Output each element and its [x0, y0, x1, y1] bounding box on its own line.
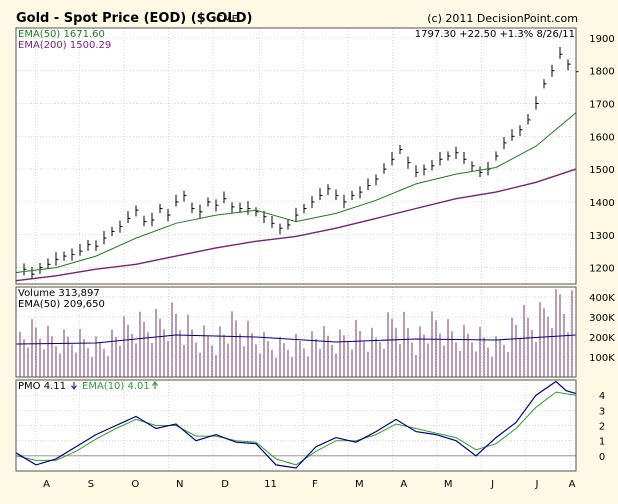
axis-labels: 1200 1300 1400 1500 1600 1700 1800 1900 100K 200K…: [43, 34, 615, 490]
x-month-label: J: [490, 479, 494, 490]
ema200-line: [15, 168, 577, 282]
panel-frame: [15, 27, 577, 285]
y-tick-label: 4: [599, 391, 605, 402]
pmo-panel: [15, 380, 577, 469]
x-month-label: F: [312, 479, 318, 490]
panel-frames: [15, 27, 577, 472]
legend-entry: EMA(50) 1671.60: [18, 29, 105, 40]
y-tick-label: 100K: [589, 353, 615, 364]
legend-entry: Volume 313,897: [18, 288, 100, 299]
panel-frame: [15, 379, 577, 472]
y-tick-label: 200K: [589, 333, 615, 344]
y-tick-label: 1: [599, 437, 605, 448]
y-tick-label: 0: [599, 452, 605, 463]
panel-background: [16, 28, 576, 284]
quote-label: 1797.30 +22.50 +1.3% 8/26/11: [415, 29, 575, 40]
y-tick-label: 1500: [589, 165, 614, 176]
x-month-label: A: [43, 479, 50, 490]
y-tick-label: 400K: [589, 293, 615, 304]
x-month-label: O: [131, 479, 139, 490]
y-tick-label: 300K: [589, 313, 615, 324]
volume-ema-line: [15, 334, 577, 345]
ema50-line: [15, 112, 577, 273]
y-tick-label: 1800: [589, 67, 614, 78]
x-month-label: M: [444, 479, 453, 490]
x-month-label: S: [88, 479, 94, 490]
x-month-label: D: [221, 479, 229, 490]
exchange-label: CME: [216, 14, 238, 25]
x-month-label: N: [176, 479, 183, 490]
grid-lines: [16, 28, 576, 471]
y-tick-label: 3: [599, 406, 605, 417]
panel-frame: [15, 286, 577, 378]
y-tick-label: 2: [599, 422, 605, 433]
up-arrow-icon: [152, 380, 158, 389]
volume-panel: [15, 289, 577, 377]
y-tick-label: 1300: [589, 231, 614, 242]
x-month-label: A: [569, 479, 576, 490]
copyright-label: (c) 2011 DecisionPoint.com: [427, 12, 578, 25]
legend-entry-pmo: PMO 4.11: [18, 381, 66, 392]
y-tick-label: 1200: [589, 264, 614, 275]
y-tick-label: 1900: [589, 34, 614, 45]
chart-title: Gold - Spot Price (EOD) ($GOLD): [16, 11, 252, 26]
pmo-line: [15, 380, 577, 469]
legend-entry: EMA(200) 1500.29: [18, 40, 111, 51]
x-month-label: A: [400, 479, 407, 490]
x-month-label: 11: [264, 479, 277, 490]
legend-entry-pmo-ema: EMA(10) 4.01: [82, 381, 150, 392]
pmo-ema-line: [15, 391, 577, 466]
price-panel: [15, 47, 579, 282]
y-tick-label: 1700: [589, 99, 614, 110]
down-arrow-icon: [71, 382, 77, 391]
y-tick-label: 1400: [589, 198, 614, 209]
legend-entry: EMA(50) 209,650: [18, 299, 105, 310]
x-month-label: M: [355, 479, 364, 490]
y-tick-label: 1600: [589, 132, 614, 143]
x-month-label: J: [535, 479, 539, 490]
